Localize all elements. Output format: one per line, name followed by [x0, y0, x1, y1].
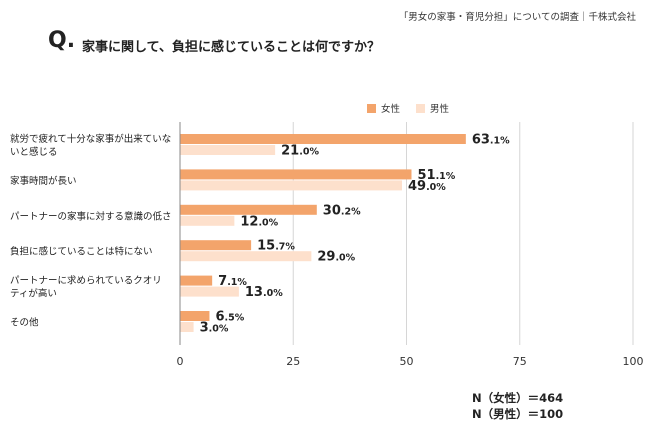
data-label: 63.1%	[472, 133, 510, 148]
data-label: 6.5%	[215, 310, 244, 325]
data-label: 49.0%	[408, 179, 446, 194]
legend-male-label: 男性	[430, 104, 450, 115]
category-label: パートナーの家事に対する意識の低さ	[10, 210, 172, 222]
data-label: 30.2%	[323, 203, 361, 218]
category-label: ティが高い	[10, 288, 57, 300]
category-label: パートナーに求められているクオリ	[10, 275, 162, 287]
x-tick-label: 100	[623, 355, 644, 368]
sample-size-male: N（男性）＝100	[472, 407, 564, 421]
bar-male	[180, 215, 235, 226]
data-label: 12.0%	[240, 214, 278, 229]
source-caption: 「男女の家事・育児分担」についての調査｜千株式会社	[398, 12, 636, 23]
data-label: 3.0%	[200, 321, 229, 336]
bar-female	[180, 204, 317, 215]
category-label: その他	[10, 317, 39, 329]
bar-female	[180, 169, 412, 180]
data-label: 15.7%	[257, 239, 295, 254]
legend-female-label: 女性	[381, 104, 401, 115]
bar-male	[180, 251, 312, 262]
data-label: 7.1%	[218, 274, 247, 289]
bar-male	[180, 322, 194, 332]
sample-size-notes: N（女性）＝464 N（男性）＝100	[472, 390, 563, 422]
data-label: 13.0%	[245, 285, 283, 300]
legend-female-swatch	[367, 103, 376, 113]
x-tick-label: 25	[286, 355, 300, 368]
category-label: いと感じる	[10, 146, 58, 158]
bar-male	[180, 286, 239, 297]
category-label: 就労で疲れて十分な家事が出来ていな	[10, 133, 171, 145]
legend-male-swatch	[416, 103, 426, 113]
data-label: 21.0%	[281, 144, 319, 159]
bar-female	[180, 275, 213, 286]
sample-size-female: N（女性）＝464	[472, 391, 564, 405]
legend-male: 男性	[416, 101, 449, 115]
legend-female: 女性	[367, 101, 400, 115]
bar-female	[180, 311, 210, 321]
question-title: 家事に関して、負担に感じていることは何ですか？	[82, 40, 380, 55]
category-label: 負担に感じていることは特にない	[10, 246, 153, 258]
x-tick-label: 50	[400, 355, 414, 368]
bar-male	[180, 180, 402, 191]
x-tick-label: 0	[177, 355, 184, 368]
x-tick-label: 75	[513, 355, 527, 368]
legend: 女性 男性	[367, 101, 465, 115]
bar-female	[180, 240, 252, 251]
data-label: 29.0%	[317, 250, 355, 265]
category-label: 家事時間が長い	[10, 175, 77, 187]
bar-female	[180, 134, 466, 144]
data-label: 51.1%	[417, 168, 455, 183]
question-mark: Q.	[48, 28, 76, 53]
bar-male	[180, 145, 276, 155]
